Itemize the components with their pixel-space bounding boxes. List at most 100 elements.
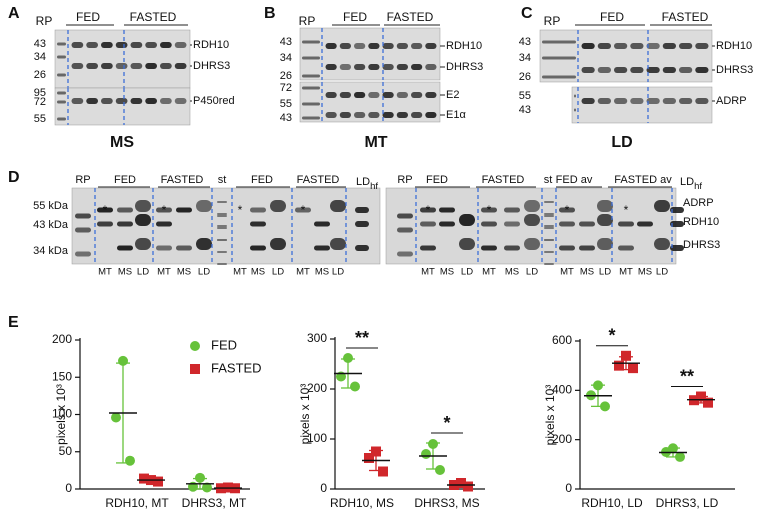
- band: [71, 63, 84, 69]
- band-label: ADRP: [683, 197, 714, 209]
- band: [695, 98, 709, 104]
- band: [382, 64, 394, 70]
- data-point: [614, 360, 624, 371]
- band-label: RDH10: [716, 40, 752, 52]
- band: [270, 238, 286, 250]
- lane-header-sub: hf: [694, 181, 702, 192]
- panel-caption: MS: [110, 134, 134, 151]
- y-axis-label: pixels x 10³: [298, 384, 312, 445]
- lane-header: FED: [114, 174, 136, 186]
- blot: [571, 86, 713, 124]
- band: [117, 245, 133, 251]
- mw-marker: 95: [34, 87, 46, 99]
- band: [71, 98, 84, 104]
- lane-label: LD: [656, 267, 668, 278]
- lane-header: FED av: [556, 174, 593, 186]
- data-point: [139, 473, 149, 484]
- y-tick-label: 0: [565, 481, 572, 495]
- band: [544, 251, 554, 253]
- band: [679, 67, 693, 73]
- band: [504, 221, 520, 227]
- band: [481, 207, 497, 213]
- lane-header: RP: [544, 14, 561, 28]
- band: [176, 245, 192, 251]
- band: [135, 200, 151, 212]
- band: [670, 245, 684, 251]
- significance: **: [355, 328, 369, 348]
- band: [630, 67, 644, 73]
- band: [420, 207, 436, 213]
- band: [439, 221, 455, 227]
- band: [217, 227, 227, 229]
- band: [339, 92, 351, 98]
- mw-marker: 26: [519, 71, 531, 83]
- band: [325, 64, 337, 70]
- blot: [539, 29, 713, 83]
- band: [354, 64, 366, 70]
- lane-label: MS: [505, 267, 519, 278]
- lane-header: FASTED: [297, 174, 340, 186]
- lane-header: FED: [426, 174, 448, 186]
- band: [117, 221, 133, 227]
- x-tick-label: DHRS3, MS: [414, 496, 479, 510]
- band: [425, 92, 437, 98]
- mw-marker: 43: [280, 112, 292, 124]
- data-point: [378, 466, 388, 477]
- band: [115, 42, 128, 48]
- band: [542, 40, 576, 44]
- band: [425, 112, 437, 118]
- band: [101, 63, 113, 69]
- band: [695, 43, 709, 49]
- band: [614, 67, 628, 73]
- significance: *: [443, 413, 450, 433]
- band-label: E2: [446, 89, 459, 101]
- group-header: FED: [76, 10, 100, 24]
- asterisk: *: [624, 203, 629, 217]
- y-tick-label: 100: [307, 431, 327, 445]
- lane-header-sub: hf: [370, 181, 378, 192]
- mw-marker: 34: [34, 51, 46, 63]
- panel-label: C: [521, 5, 533, 22]
- band: [117, 207, 133, 213]
- band: [174, 98, 187, 104]
- mw-marker: 43: [280, 36, 292, 48]
- panel-caption: MT: [364, 134, 387, 151]
- asterisk: *: [487, 203, 492, 217]
- band-label: DHRS3: [446, 61, 483, 73]
- band: [397, 227, 413, 233]
- lane-header-main: LD: [680, 176, 694, 188]
- x-tick-label: RDH10, LD: [581, 496, 643, 510]
- lane-label: MS: [177, 267, 191, 278]
- band: [115, 98, 128, 104]
- band: [630, 43, 644, 49]
- band: [368, 43, 380, 49]
- asterisk: *: [426, 203, 431, 217]
- band-label: RDH10: [683, 216, 719, 228]
- band: [101, 42, 113, 48]
- band: [156, 221, 172, 227]
- x-tick-label: DHRS3, MT: [182, 496, 247, 510]
- data-point: [364, 453, 374, 463]
- panel-caption: LD: [611, 134, 632, 151]
- band: [217, 263, 227, 265]
- mw-marker: 72: [34, 96, 46, 108]
- band: [481, 221, 497, 227]
- band: [270, 200, 286, 212]
- band: [614, 98, 628, 104]
- band: [325, 43, 337, 49]
- data-point: [435, 465, 445, 475]
- band-label: RDH10: [193, 39, 229, 51]
- band: [160, 98, 172, 104]
- mw-marker: 34: [519, 52, 531, 64]
- legend-marker: [190, 341, 200, 351]
- band: [481, 245, 497, 251]
- lane-header-main: LD: [356, 176, 370, 188]
- y-tick-label: 300: [307, 331, 327, 345]
- band: [574, 94, 576, 98]
- band: [57, 100, 66, 104]
- band: [75, 213, 91, 219]
- band: [325, 112, 337, 118]
- band: [597, 67, 611, 73]
- band: [314, 221, 330, 227]
- band: [581, 43, 595, 49]
